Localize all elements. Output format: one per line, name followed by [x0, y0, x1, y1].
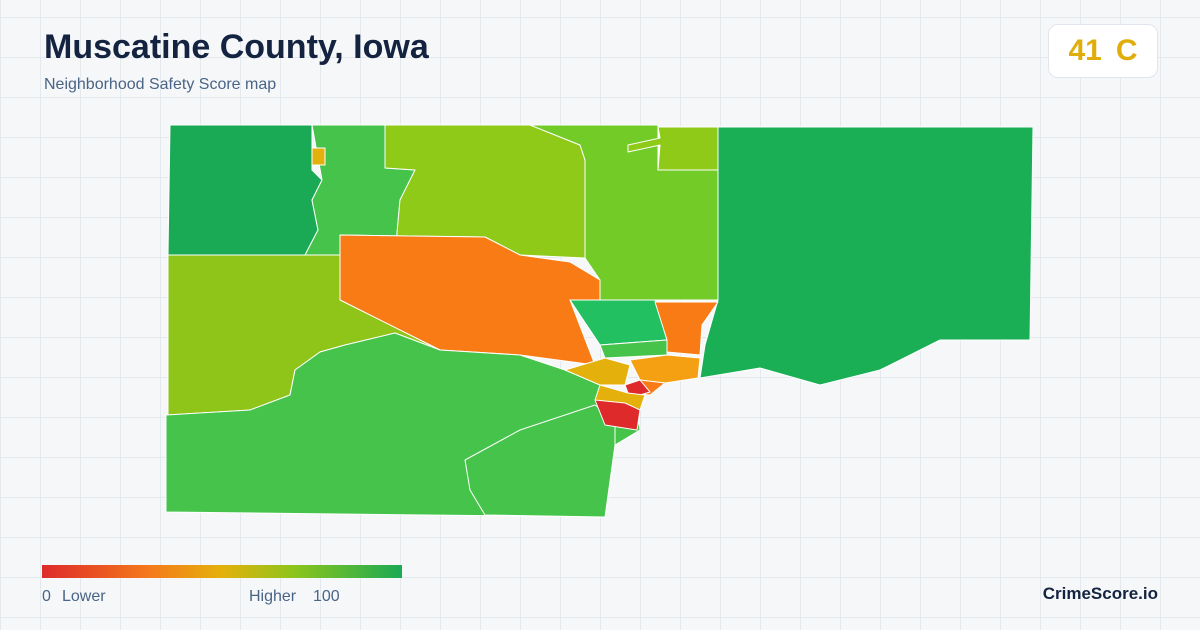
region [629, 354, 701, 384]
legend-max-label: Higher [249, 588, 297, 605]
brand: CrimeScore.io [1042, 584, 1158, 603]
legend-gradient [42, 565, 402, 578]
score-badge: 41 C [1048, 24, 1158, 78]
region [594, 399, 641, 431]
region [464, 404, 616, 518]
legend-min-label: Lower [62, 588, 106, 605]
subtitle: Neighborhood Safety Score map [44, 76, 277, 93]
region [564, 357, 631, 386]
score-value: 41 [1068, 34, 1102, 67]
legend-max: 100 [313, 588, 340, 605]
region [699, 126, 1034, 386]
region [311, 147, 326, 166]
region [167, 124, 323, 256]
score-grade: C [1115, 34, 1138, 67]
title: Muscatine County, Iowa [44, 28, 429, 66]
legend-min: 0 [42, 588, 51, 605]
